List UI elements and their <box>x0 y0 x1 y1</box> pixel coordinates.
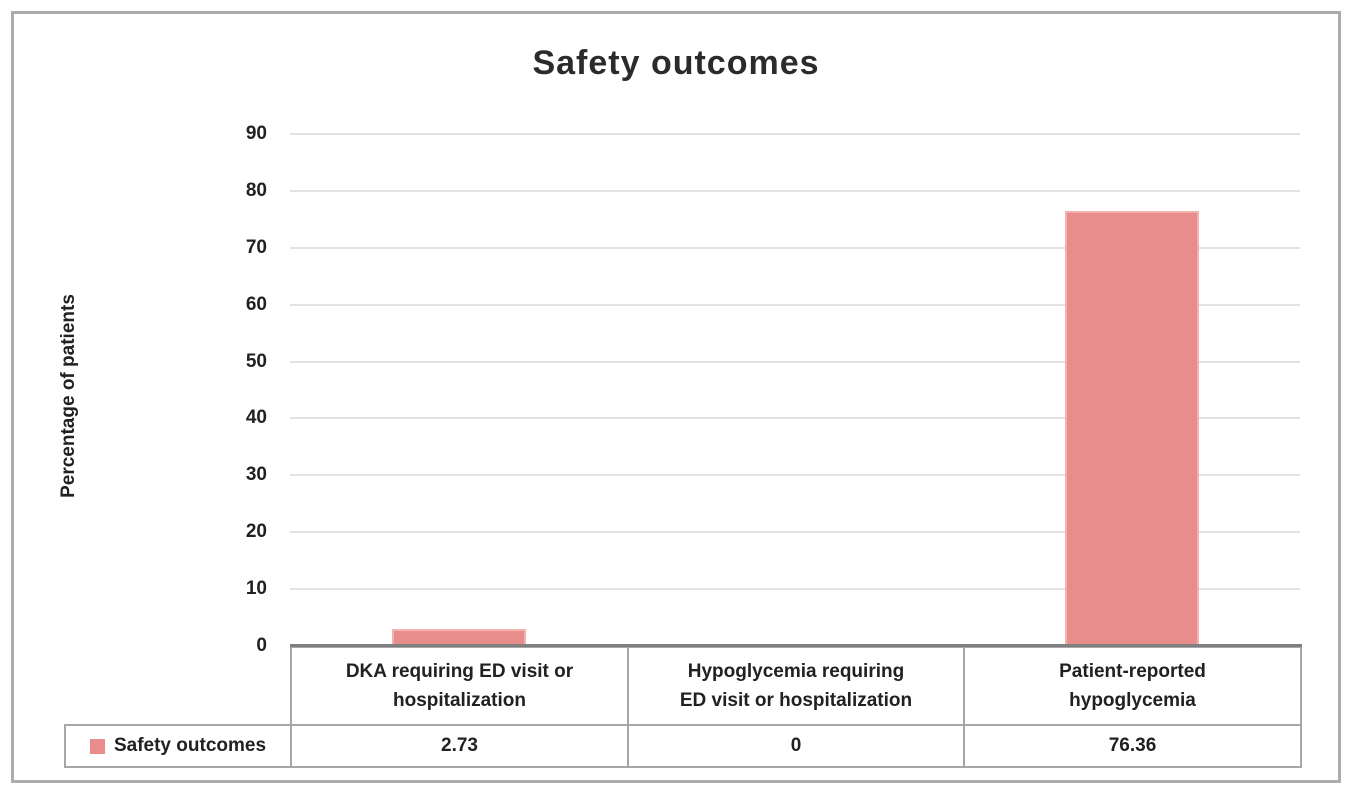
x-axis-line <box>290 644 1302 647</box>
bar-3 <box>1065 211 1199 645</box>
value-cell: 0 <box>627 724 965 768</box>
gridline <box>290 190 1300 192</box>
y-tick-label: 40 <box>245 407 267 428</box>
y-tick-label: 20 <box>245 521 267 542</box>
y-tick-label: 50 <box>245 351 267 372</box>
y-tick-label: 70 <box>245 237 267 258</box>
gridline <box>290 247 1300 249</box>
gridline <box>290 361 1300 363</box>
y-axis-title: Percentage of patients <box>58 294 79 498</box>
value-cell: 2.73 <box>290 724 629 768</box>
legend-swatch-icon <box>89 738 105 754</box>
legend-cell: Safety outcomes <box>64 724 292 768</box>
value-cell: 76.36 <box>963 724 1302 768</box>
y-tick-label: 80 <box>245 180 267 201</box>
gridline <box>290 588 1300 590</box>
y-tick-label: 0 <box>256 635 267 656</box>
bar-1 <box>392 629 526 645</box>
gridline <box>290 304 1300 306</box>
gridline <box>290 417 1300 419</box>
gridline <box>290 133 1300 135</box>
chart-title: Safety outcomes <box>532 44 820 82</box>
category-header-cell: Hypoglycemia requiring ED visit or hospi… <box>627 646 965 726</box>
gridline <box>290 474 1300 476</box>
y-tick-label: 10 <box>245 578 267 599</box>
y-tick-label: 30 <box>245 464 267 485</box>
legend-label: Safety outcomes <box>113 735 267 756</box>
category-header-cell: DKA requiring ED visit or hospitalizatio… <box>290 646 629 726</box>
category-header-cell: Patient-reported hypoglycemia <box>963 646 1302 726</box>
gridline <box>290 531 1300 533</box>
y-tick-label: 90 <box>245 123 267 144</box>
y-tick-label: 60 <box>245 294 267 315</box>
chart-frame-border <box>11 11 1341 783</box>
